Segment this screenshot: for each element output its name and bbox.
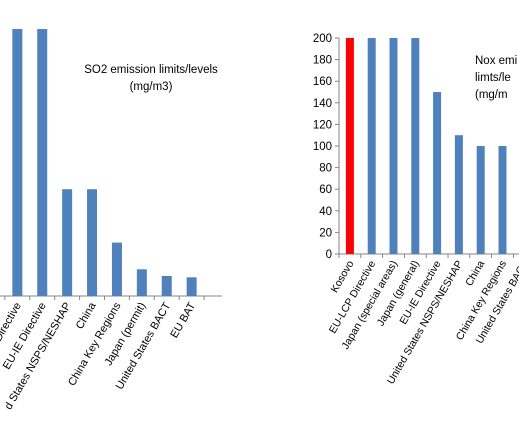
nox-bar-4 (433, 92, 442, 254)
so2-bar-2 (37, 29, 48, 296)
nox-y-tick-label: 60 (319, 184, 332, 196)
so2-category-label: China (74, 300, 99, 332)
nox-bar-2 (389, 38, 398, 254)
nox-y-tick-label: 120 (313, 119, 332, 131)
nox-y-tick-label: 160 (313, 76, 332, 88)
so2-bar-4 (87, 189, 98, 296)
nox-title-line: limts/le (475, 72, 511, 84)
nox-y-tick-label: 0 (326, 249, 332, 261)
so2-bar-5 (111, 242, 122, 296)
so2-title-line: SO2 emission limits/levels (84, 64, 218, 76)
so2-title-line: (mg/m3) (130, 81, 173, 93)
so2-bar-3 (62, 189, 73, 296)
nox-chart: 020406080100120140160180200KosovoEU-LCP … (313, 33, 519, 386)
nox-y-tick-label: 100 (313, 141, 332, 153)
nox-bar-0 (345, 38, 354, 254)
nox-title-line: (mg/m (475, 89, 508, 101)
nox-title-line: Nox emi (475, 55, 517, 67)
so2-bar-7 (161, 275, 172, 296)
nox-y-tick-label: 80 (319, 163, 332, 175)
nox-bar-7 (498, 146, 507, 254)
nox-y-tick-label: 180 (313, 55, 332, 67)
nox-bar-5 (454, 135, 463, 254)
nox-y-tick-label: 200 (313, 33, 332, 45)
nox-bar-6 (476, 146, 485, 254)
nox-y-tick-label: 40 (319, 206, 332, 218)
so2-chart-title: SO2 emission limits/levels (mg/m3) (84, 64, 218, 93)
nox-y-tick-label: 140 (313, 98, 332, 110)
so2-bar-1 (12, 29, 23, 296)
nox-bar-3 (411, 38, 420, 254)
nox-chart-title: Nox emi limts/le (mg/m (475, 55, 517, 101)
so2-bar-6 (136, 269, 147, 296)
nox-bar-1 (367, 38, 376, 254)
nox-y-tick-label: 20 (319, 227, 332, 239)
so2-bar-8 (186, 277, 197, 296)
